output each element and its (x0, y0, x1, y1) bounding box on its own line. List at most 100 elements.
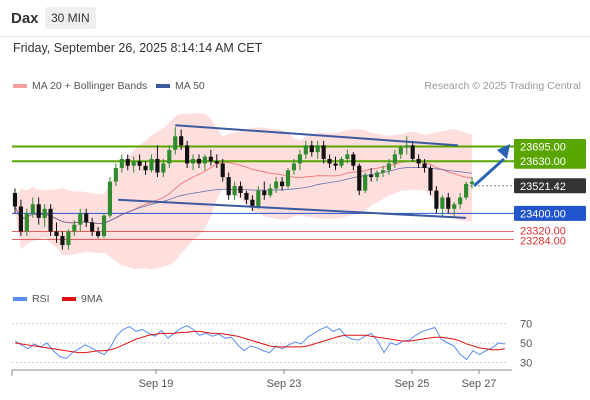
candle-body (161, 163, 166, 173)
candle-body (345, 154, 350, 159)
candle-body (291, 163, 297, 171)
legend-ma50: MA 50 (156, 80, 205, 92)
candle-body (214, 161, 219, 164)
candle-body (78, 213, 83, 225)
candle-body (363, 174, 368, 191)
candle-body (374, 172, 380, 178)
candle-body (12, 192, 18, 207)
legend-rsi: RSI (13, 293, 50, 305)
candle-body (18, 206, 23, 232)
level-label-4: 23320.00 (520, 225, 566, 237)
rsi-tick-label: 50 (520, 338, 532, 350)
candle-body (274, 181, 279, 189)
candle-body (137, 161, 142, 166)
legend-ma20: MA 20 + Bollinger Bands (13, 80, 147, 92)
candle-body (232, 186, 237, 196)
candle-body (72, 224, 77, 232)
legend-rsi-ma-label: 9MA (81, 293, 103, 305)
lower-trend-line (117, 198, 467, 219)
ma50-swatch-icon (156, 84, 170, 88)
candle-body (190, 158, 196, 164)
symbol-label: Dax (11, 10, 39, 27)
legend-ma50-label: MA 50 (175, 80, 205, 92)
candle-body (309, 145, 314, 153)
level-label-0: 23695.00 (520, 141, 566, 153)
level-tag-bg-0 (514, 138, 586, 154)
level-label-1: 23630.00 (520, 156, 566, 168)
candle-body (351, 154, 356, 166)
legend-ma20-label: MA 20 + Bollinger Bands (32, 80, 148, 92)
candle-body (297, 154, 302, 164)
x-tick-label: Sep 25 (395, 378, 430, 390)
candle-body (250, 199, 255, 207)
candle-body (469, 181, 475, 184)
candle-body (416, 158, 421, 164)
rsi-tick-label: 70 (520, 319, 532, 331)
forecast-arrow-head-icon (497, 144, 510, 159)
candle-body (428, 168, 433, 191)
candle-body (84, 213, 89, 223)
candle-body (422, 163, 427, 168)
candle-body (452, 204, 457, 209)
candle-body (131, 161, 136, 166)
candle-body (24, 213, 29, 232)
candle-body (369, 174, 374, 178)
candle-body (244, 192, 249, 200)
candle-body (321, 145, 326, 159)
candle-body (220, 163, 225, 178)
candle-body (315, 145, 320, 153)
candle-body (95, 231, 101, 236)
candle-body (36, 204, 41, 218)
timeframe-button[interactable]: 30 MIN (45, 7, 96, 29)
candle-body (185, 145, 190, 164)
candle-body (54, 231, 59, 236)
chart-datetime: Friday, September 26, 2025 8:14:14 AM CE… (13, 41, 263, 55)
candle-body (196, 158, 202, 164)
candle-body (107, 181, 113, 216)
candle-body (386, 163, 392, 171)
candle-body (48, 208, 53, 232)
candle-body (208, 156, 213, 162)
candle-body (125, 158, 130, 166)
candle-body (398, 147, 403, 155)
x-tick-label: Sep 19 (139, 378, 174, 390)
candle-body (66, 231, 71, 246)
candle-body (143, 165, 148, 171)
candle-body (333, 163, 338, 166)
candle-body (446, 197, 451, 209)
candle-body (440, 197, 445, 209)
level-label-3: 23400.00 (520, 208, 566, 220)
candle-body (155, 158, 160, 173)
candle-body (268, 188, 273, 196)
candle-body (30, 204, 35, 214)
candle-body (464, 183, 469, 198)
credit-text: Research © 2025 Trading Central (424, 80, 581, 92)
upper-trend-line (175, 124, 459, 147)
rsi-tick-label: 30 (520, 357, 532, 369)
rsi-ma-swatch-icon (62, 297, 76, 301)
x-tick-label: Sep 27 (462, 378, 497, 390)
candle-body (119, 158, 124, 168)
candle-body (113, 168, 118, 182)
candle-body (303, 145, 308, 155)
candle-body (149, 158, 154, 171)
rsi-ma-line (15, 330, 505, 354)
candle-body (380, 170, 386, 173)
x-tick-label: Sep 23 (267, 378, 302, 390)
candle-body (256, 190, 261, 207)
legend-rsi-label: RSI (32, 293, 50, 305)
candle-body (392, 154, 397, 164)
candle-body (173, 136, 178, 150)
candle-body (101, 215, 107, 236)
candle-body (339, 158, 344, 166)
candle-body (357, 165, 362, 191)
rsi-swatch-icon (13, 297, 27, 301)
candle-body (410, 145, 415, 159)
ma20-swatch-icon (13, 84, 27, 88)
candle-body (226, 177, 231, 196)
legend-rsi-ma: 9MA (62, 293, 103, 305)
bollinger-band-area (14, 113, 473, 270)
candle-body (434, 190, 439, 209)
level-tag-bg-1 (514, 153, 586, 169)
